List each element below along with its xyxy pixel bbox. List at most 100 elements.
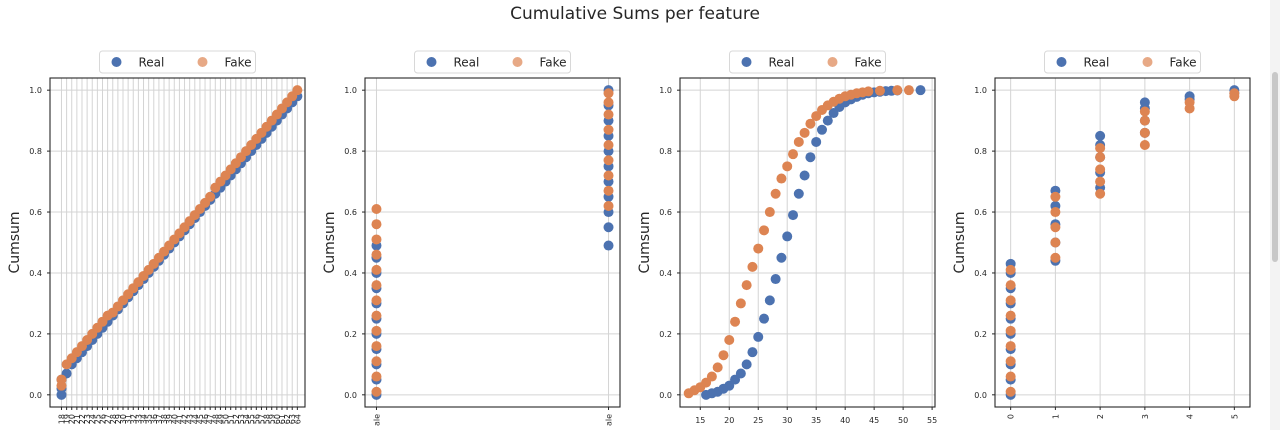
- x-tick-label: 39: [165, 414, 174, 424]
- data-point-fake: [603, 170, 614, 181]
- legend-label-fake: Fake: [540, 56, 567, 70]
- x-tick-label: 45: [196, 414, 205, 424]
- data-point-real: [759, 313, 770, 324]
- x-tick-label: 50: [222, 414, 231, 424]
- y-tick-label: 1.0: [974, 86, 987, 95]
- y-tick-label: 0.0: [29, 391, 42, 400]
- chart-4: 0.0 0.2 0.4 0.6 0.8 1.0 0 1 2 3 4 5 Cumsum Real Fake: [952, 50, 1251, 419]
- x-tick-label: 52: [232, 414, 241, 424]
- x-tick-label: 60: [273, 414, 282, 424]
- x-tick-label: 42: [181, 414, 190, 424]
- data-point-fake: [764, 207, 775, 218]
- data-point-fake: [603, 140, 614, 151]
- y-tick-label: 0.2: [344, 330, 357, 339]
- data-point-fake: [603, 124, 614, 135]
- legend: Real Fake: [414, 50, 571, 74]
- data-point-fake: [874, 85, 885, 96]
- x-tick-label: 32: [129, 414, 138, 424]
- x-tick-label: 43: [186, 414, 195, 424]
- data-point-fake: [1095, 176, 1106, 187]
- data-point-fake: [863, 86, 874, 97]
- y-tick-label: 0.0: [344, 391, 357, 400]
- data-point-real: [799, 170, 810, 181]
- data-point-fake: [371, 325, 382, 336]
- y-tick-label: 0.6: [29, 208, 42, 217]
- y-tick-label: 0.8: [974, 147, 987, 156]
- x-tick-label: 35: [811, 416, 821, 425]
- x-tick-label: 47: [206, 414, 215, 424]
- data-point-fake: [1095, 143, 1106, 154]
- data-point-fake: [1139, 115, 1150, 126]
- data-point-real: [805, 152, 816, 163]
- data-point-fake: [753, 243, 764, 254]
- x-tick-label: 30: [782, 416, 792, 425]
- data-point-fake: [371, 249, 382, 260]
- x-tick-label: 20: [724, 416, 734, 425]
- y-tick-label: 0.4: [659, 269, 672, 278]
- data-point-fake: [1005, 280, 1016, 291]
- x-tick-label: 20: [68, 414, 77, 424]
- legend-marker-fake: [197, 57, 208, 67]
- data-point-fake: [371, 371, 382, 382]
- data-point-fake: [603, 97, 614, 108]
- data-point-real: [1139, 97, 1150, 108]
- plot-frame: [364, 77, 621, 408]
- x-tick-label: 62: [283, 414, 292, 424]
- y-tick-label: 1.0: [29, 86, 42, 95]
- y-tick-label: 0.2: [974, 330, 987, 339]
- legend: Real Fake: [729, 50, 886, 74]
- x-tick-label: 55: [927, 416, 937, 425]
- x-tick-label: 56: [252, 414, 261, 424]
- x-tick-label: 18: [57, 414, 66, 424]
- data-point-fake: [1229, 88, 1240, 99]
- scrollbar-thumb[interactable]: [1272, 72, 1278, 262]
- figure-title: Cumulative Sums per feature: [510, 4, 760, 24]
- data-point-fake: [371, 356, 382, 367]
- data-point-real: [915, 85, 926, 96]
- data-point-real: [776, 252, 787, 263]
- series-fake: [56, 85, 303, 391]
- legend-label-real: Real: [454, 56, 480, 70]
- x-tick-label: 3: [1141, 414, 1150, 419]
- series-real: [371, 85, 614, 400]
- x-tick-label: 51: [227, 414, 236, 424]
- y-tick-label: 0.8: [344, 147, 357, 156]
- y-axis-label: Cumsum: [637, 211, 653, 273]
- x-tick-label: 44: [191, 414, 200, 424]
- legend-box: [414, 50, 571, 74]
- x-tick-label: 30: [119, 414, 128, 424]
- x-tick-label: 46: [201, 414, 210, 424]
- legend-box: [729, 50, 886, 74]
- legend-box: [1044, 50, 1201, 74]
- legend-label-fake: Fake: [225, 56, 252, 70]
- legend-marker-fake: [512, 57, 523, 67]
- data-point-real: [603, 222, 614, 233]
- x-tick-label: 36: [150, 414, 159, 424]
- x-tick-label: 27: [104, 414, 113, 424]
- data-point-real: [735, 368, 746, 379]
- data-point-fake: [1005, 341, 1016, 352]
- chart-1: 0.0 0.2 0.4 0.6 0.8 1.0 1819202122232425262728…: [7, 50, 306, 424]
- data-point-real: [788, 210, 799, 221]
- plot-frame: [994, 77, 1251, 408]
- vertical-scrollbar[interactable]: [1270, 0, 1280, 430]
- data-point-fake: [1050, 207, 1061, 218]
- data-point-real: [741, 359, 752, 370]
- data-point-fake: [371, 341, 382, 352]
- chart-2: 0.0 0.2 0.4 0.6 0.8 1.0 ale ale Cumsum Real Fake: [322, 50, 621, 426]
- data-point-fake: [371, 203, 382, 214]
- data-point-fake: [603, 200, 614, 211]
- x-tick-label: 28: [109, 414, 118, 424]
- legend-label-real: Real: [139, 56, 165, 70]
- data-point-fake: [603, 185, 614, 196]
- data-point-fake: [371, 386, 382, 397]
- data-point-fake: [603, 155, 614, 166]
- data-point-real: [816, 124, 827, 135]
- legend-label-fake: Fake: [1170, 56, 1197, 70]
- x-tick-label: 26: [98, 414, 107, 424]
- data-point-fake: [1050, 237, 1061, 248]
- x-tick-label: 19: [63, 414, 72, 424]
- legend: Real Fake: [1044, 50, 1201, 74]
- data-point-fake: [712, 362, 723, 373]
- data-point-fake: [770, 188, 781, 199]
